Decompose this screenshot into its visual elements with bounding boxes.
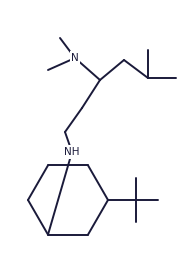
- Text: NH: NH: [64, 147, 80, 157]
- Text: N: N: [71, 53, 79, 63]
